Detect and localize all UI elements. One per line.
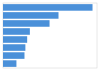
chart-container (0, 0, 100, 71)
plot-frame (3, 3, 97, 68)
bars (3, 4, 93, 67)
bar (3, 60, 16, 67)
bar (3, 36, 27, 43)
bar (3, 28, 30, 35)
bar (3, 20, 50, 27)
bar (3, 52, 24, 59)
bar (3, 12, 59, 19)
chart-svg (0, 0, 100, 71)
bar (3, 4, 93, 11)
bar (3, 44, 25, 51)
